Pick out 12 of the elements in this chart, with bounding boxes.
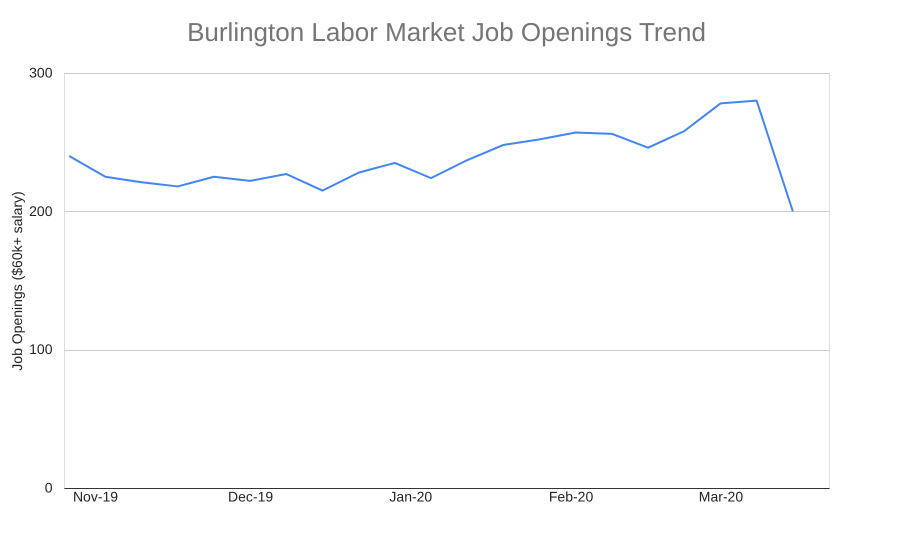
line-series <box>68 100 794 212</box>
y-axis-title: Job Openings ($60k+ salary) <box>9 191 26 371</box>
y-tick-label: 100 <box>29 341 53 358</box>
y-tick-label: 200 <box>29 202 53 219</box>
x-tick-label: Dec-19 <box>228 488 274 504</box>
x-tick-label: Jan-20 <box>389 488 432 504</box>
y-tick-label: 300 <box>29 64 53 80</box>
x-tick-label: Feb-20 <box>548 488 594 504</box>
chart-title: Burlington Labor Market Job Openings Trend <box>187 17 706 47</box>
y-tick-label: 0 <box>44 480 53 496</box>
x-tick-label: Nov-19 <box>72 488 118 504</box>
x-tick-label: Mar-20 <box>698 488 744 504</box>
